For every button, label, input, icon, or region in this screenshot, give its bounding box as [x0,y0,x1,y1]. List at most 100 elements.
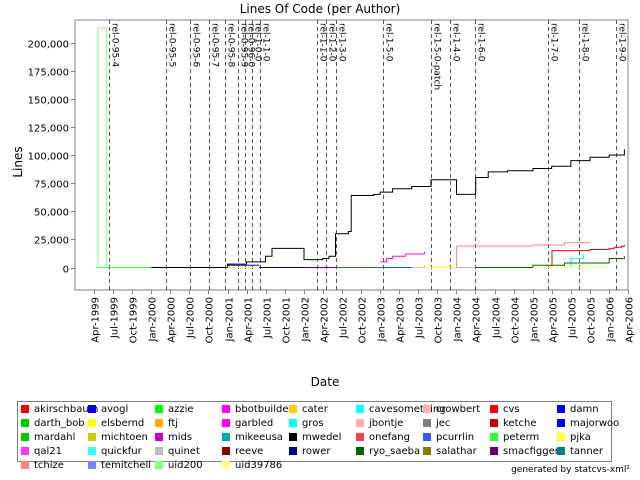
legend-label: pjka [570,432,591,443]
legend-swatch [222,447,230,455]
legend-label: mikeeusa [235,432,283,443]
release-marker-label: rel-1-0-0 [253,23,263,62]
legend-item: gros [289,418,324,430]
legend-label: qal21 [34,446,62,457]
legend-swatch [490,419,498,427]
y-tick-label: 125,000 [28,124,69,135]
legend-label: azzie [168,404,194,415]
x-tick-label: Jan-2000 [148,297,159,342]
legend-label: uid200 [168,460,203,471]
y-tick-label: 150,000 [28,96,69,107]
legend-swatch [222,405,230,413]
x-tick-label: Oct-2005 [587,297,598,343]
release-marker-label: rel-1-1-0 [318,23,328,62]
release-marker-label: rel-1-7-0 [549,23,559,62]
legend-label: reeve [235,446,264,457]
series-line-jbontje [411,265,425,268]
x-tick-label: Jul-2000 [186,297,197,339]
legend-label: darth_bob [34,418,85,429]
legend-label: quickfur [101,446,142,457]
legend-swatch [289,447,297,455]
legend-label: cvs [503,404,520,415]
legend-item: mwedel [289,432,341,444]
legend-swatch [557,419,565,427]
footer-credit: generated by statcvs-xml² [511,465,630,475]
legend-item: onefang [356,432,410,444]
legend-label: ryo_saeba [369,446,421,457]
legend-label: mids [168,432,193,443]
legend-item: jec [423,418,450,430]
legend-swatch [557,405,565,413]
legend-label: onefang [369,432,410,443]
series-line-garbled [380,251,425,263]
legend-label: uid39786 [235,460,283,471]
legend-swatch [88,433,96,441]
legend-label: elsbernd [101,418,145,429]
x-tick-label: Jul-1999 [110,297,121,339]
legend-label: tchize [34,460,64,471]
legend-item: bbotbuilder [222,404,293,416]
legend-swatch [423,433,431,441]
legend-label: jec [436,418,451,429]
legend-item: tchize [21,460,64,472]
x-tick-label: Oct-2000 [205,297,216,343]
x-tick-label: Jul-2004 [492,297,503,339]
legend-swatch [88,419,96,427]
legend-label: mwedel [302,432,342,443]
legend-label: salathar [436,446,477,457]
legend-label: jbontje [369,418,404,429]
legend-swatch [356,447,364,455]
legend-label: cavesomething [369,404,446,415]
y-tick-label: 75,000 [34,180,69,191]
legend-label: bbotbuilder [235,404,293,415]
legend-swatch [557,433,565,441]
release-marker-label: rel-0-95-6 [191,23,201,67]
y-tick-label: 175,000 [28,68,69,79]
legend-item: ketche [490,418,537,430]
legend-item: reeve [222,446,263,458]
legend-swatch [289,405,297,413]
x-axis: Apr-1999 Jul-1999 Oct-1999 Jan-2000 Apr-2000… [91,290,636,343]
y-tick-label: 50,000 [34,208,69,219]
x-tick-label: Apr-2003 [396,297,407,343]
series-line-uid200 [96,27,108,268]
series-line-cvs [551,245,625,266]
release-marker-label: rel-1-4-0 [451,23,461,62]
legend-item: akirschbaum [21,404,98,416]
x-tick-label: Apr-2002 [320,297,331,343]
legend-item: smacfiggen [490,446,561,458]
legend-swatch [490,447,498,455]
legend-swatch [356,419,364,427]
x-tick-label: Oct-2004 [511,297,522,343]
legend-label: majorwoo [570,418,620,429]
legend-label: mardahl [34,432,76,443]
legend-item: uid39786 [222,460,282,472]
release-marker-label: rel-1-8-0 [580,23,590,62]
legend-swatch [21,405,29,413]
legend-swatch [423,419,431,427]
release-marker-label: rel-0-95-8 [226,23,236,67]
x-tick-label: Apr-2001 [244,297,255,343]
x-tick-label: Jan-2004 [453,297,464,342]
release-marker-label: rel-0-96-0 [246,23,256,67]
release-marker-label: rel-1-3-0 [337,23,347,62]
release-marker-label: rel-1-1-0 [261,23,271,62]
legend-swatch [155,447,163,455]
legend-item: jbontje [356,418,403,430]
x-tick-label: Apr-2004 [472,297,483,343]
legend-swatch [490,433,498,441]
x-tick-label: Oct-2001 [282,297,293,343]
y-tick-label: 25,000 [34,236,69,247]
legend-label: damn [570,404,599,415]
legend-item: cvs [490,404,520,416]
legend-label: temitchell [101,460,152,471]
legend-item: mids [155,432,192,444]
legend-swatch [155,461,163,469]
legend-label: tanner [570,446,603,457]
legend-item: crowbert [423,404,480,416]
legend-swatch [155,405,163,413]
legend-swatch [155,433,163,441]
legend-swatch [222,433,230,441]
legend-label: ftj [168,418,179,429]
legend-swatch [21,433,29,441]
